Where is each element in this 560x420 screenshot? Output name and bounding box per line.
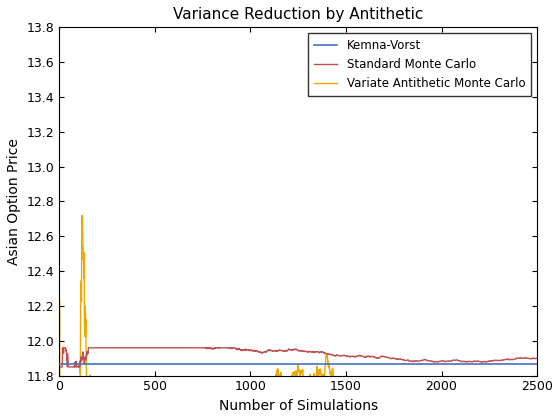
Standard Monte Carlo <box>323 351 329 356</box>
Standard Monte Carlo <box>465 359 472 364</box>
Line: Standard Monte Carlo: Standard Monte Carlo <box>59 348 537 367</box>
Standard Monte Carlo <box>241 347 248 352</box>
X-axis label: Number of Simulations: Number of Simulations <box>218 399 377 413</box>
Standard Monte Carlo <box>56 365 63 370</box>
Title: Variance Reduction by Antithetic: Variance Reduction by Antithetic <box>173 7 423 22</box>
Standard Monte Carlo <box>445 359 452 364</box>
Variate Antithetic Monte Carlo <box>323 353 330 358</box>
Standard Monte Carlo <box>534 356 540 361</box>
Variate Antithetic Monte Carlo <box>465 418 472 420</box>
Line: Variate Antithetic Monte Carlo: Variate Antithetic Monte Carlo <box>59 215 537 420</box>
Standard Monte Carlo <box>66 365 73 370</box>
Standard Monte Carlo <box>59 345 66 350</box>
Legend: Kemna-Vorst, Standard Monte Carlo, Variate Antithetic Monte Carlo: Kemna-Vorst, Standard Monte Carlo, Varia… <box>308 33 531 96</box>
Kemna-Vorst <box>56 362 63 367</box>
Kemna-Vorst <box>56 362 63 367</box>
Standard Monte Carlo <box>483 360 489 365</box>
Variate Antithetic Monte Carlo <box>534 378 540 383</box>
Variate Antithetic Monte Carlo <box>79 213 86 218</box>
Y-axis label: Asian Option Price: Asian Option Price <box>7 138 21 265</box>
